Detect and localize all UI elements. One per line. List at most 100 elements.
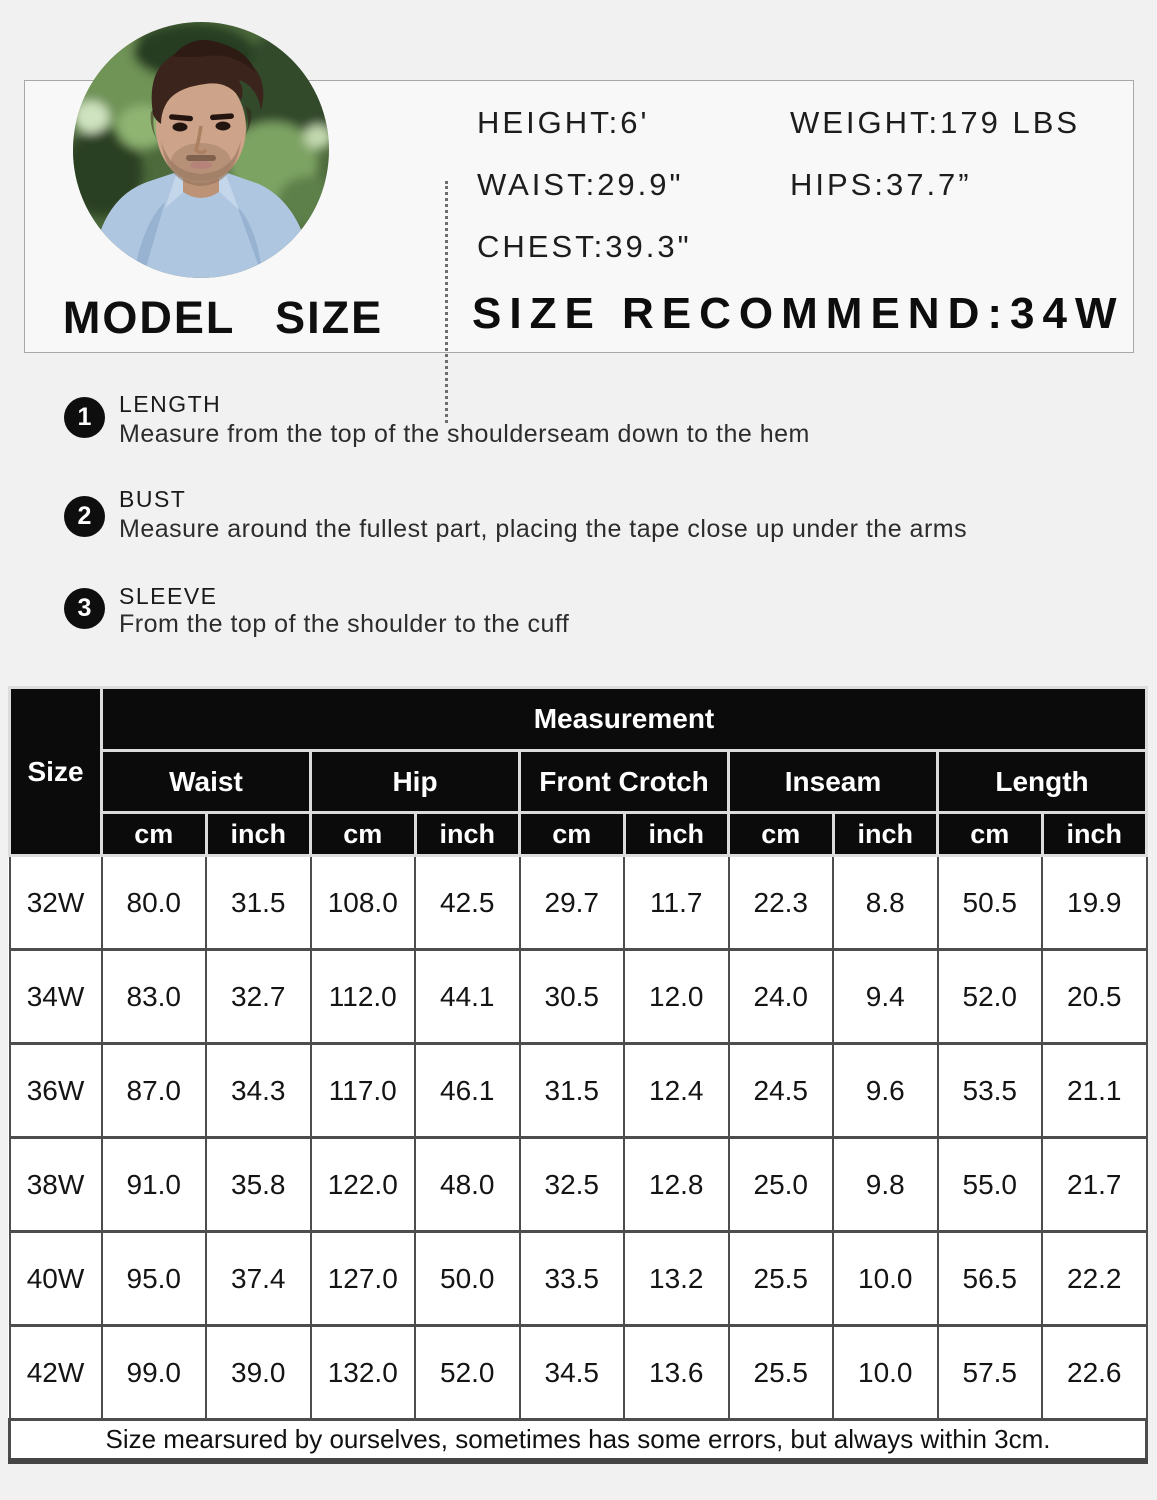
instruction-1-description: Measure from the top of the shoulderseam… (119, 420, 810, 448)
table-row: 34W 83.0 32.7 112.0 44.1 30.5 12.0 24.0 … (8, 948, 1148, 1045)
instruction-3-title: SLEEVE (119, 583, 218, 609)
value-cell: 50.0 (414, 1230, 521, 1327)
value-cell: 87.0 (100, 1042, 207, 1139)
value-cell: 48.0 (414, 1136, 521, 1233)
instruction-2-number-badge: 2 (64, 496, 105, 537)
value-cell: 32.7 (205, 948, 312, 1045)
value-cell: 22.6 (1041, 1324, 1148, 1421)
model-size-title: MODEL SIZE (62, 292, 384, 343)
value-cell: 24.0 (727, 948, 834, 1045)
header-waist: Waist (100, 749, 312, 814)
instruction-3-description: From the top of the shoulder to the cuff (119, 610, 570, 638)
unit-inch: inch (1040, 811, 1148, 857)
value-cell: 30.5 (518, 948, 625, 1045)
header-hip: Hip (309, 749, 521, 814)
unit-inch: inch (831, 811, 939, 857)
model-photo-illustration (73, 22, 329, 278)
instruction-2-description: Measure around the fullest part, placing… (119, 515, 968, 543)
value-cell: 9.4 (832, 948, 939, 1045)
table-header-row-measurement: Size Measurement (8, 686, 1148, 857)
value-cell: 11.7 (623, 854, 730, 951)
value-cell: 42.5 (414, 854, 521, 951)
unit-inch: inch (413, 811, 521, 857)
value-cell: 35.8 (205, 1136, 312, 1233)
size-recommend: SIZE RECOMMEND:34W (472, 289, 1125, 338)
value-cell: 132.0 (309, 1324, 416, 1421)
value-cell: 108.0 (309, 854, 416, 951)
value-cell: 19.9 (1041, 854, 1148, 951)
value-cell: 91.0 (100, 1136, 207, 1233)
dotted-divider (445, 181, 448, 423)
size-cell: 36W (8, 1042, 103, 1139)
value-cell: 52.0 (414, 1324, 521, 1421)
value-cell: 52.0 (936, 948, 1043, 1045)
value-cell: 50.5 (936, 854, 1043, 951)
size-cell: 40W (8, 1230, 103, 1327)
value-cell: 34.3 (205, 1042, 312, 1139)
value-cell: 34.5 (518, 1324, 625, 1421)
value-cell: 37.4 (205, 1230, 312, 1327)
value-cell: 25.5 (727, 1324, 834, 1421)
unit-cm: cm (518, 811, 626, 857)
value-cell: 31.5 (205, 854, 312, 951)
value-cell: 20.5 (1041, 948, 1148, 1045)
value-cell: 55.0 (936, 1136, 1043, 1233)
header-length: Length (936, 749, 1148, 814)
model-photo (73, 22, 329, 278)
value-cell: 112.0 (309, 948, 416, 1045)
value-cell: 31.5 (518, 1042, 625, 1139)
unit-inch: inch (622, 811, 730, 857)
stat-weight: WEIGHT:179 LBS (790, 105, 1081, 140)
instruction-1-number-badge: 1 (64, 397, 105, 438)
value-cell: 10.0 (832, 1324, 939, 1421)
value-cell: 13.2 (623, 1230, 730, 1327)
value-cell: 57.5 (936, 1324, 1043, 1421)
value-cell: 21.7 (1041, 1136, 1148, 1233)
value-cell: 80.0 (100, 854, 207, 951)
value-cell: 9.6 (832, 1042, 939, 1139)
instruction-3-number-badge: 3 (64, 588, 105, 629)
table-row: 32W 80.0 31.5 108.0 42.5 29.7 11.7 22.3 … (8, 854, 1148, 951)
header-size: Size (8, 686, 103, 857)
value-cell: 12.0 (623, 948, 730, 1045)
value-cell: 25.5 (727, 1230, 834, 1327)
header-inseam: Inseam (727, 749, 939, 814)
value-cell: 24.5 (727, 1042, 834, 1139)
value-cell: 13.6 (623, 1324, 730, 1421)
header-measurement: Measurement (100, 686, 1148, 752)
value-cell: 44.1 (414, 948, 521, 1045)
table-row: 36W 87.0 34.3 117.0 46.1 31.5 12.4 24.5 … (8, 1042, 1148, 1139)
value-cell: 99.0 (100, 1324, 207, 1421)
size-cell: 32W (8, 854, 103, 951)
value-cell: 9.8 (832, 1136, 939, 1233)
value-cell: 22.2 (1041, 1230, 1148, 1327)
table-row: 40W 95.0 37.4 127.0 50.0 33.5 13.2 25.5 … (8, 1230, 1148, 1327)
size-cell: 38W (8, 1136, 103, 1233)
size-table: Size Measurement Waist Hip Front Crotch … (8, 686, 1148, 1464)
value-cell: 21.1 (1041, 1042, 1148, 1139)
value-cell: 22.3 (727, 854, 834, 951)
table-footnote-row: Size mearsured by ourselves, sometimes h… (8, 1418, 1148, 1464)
value-cell: 33.5 (518, 1230, 625, 1327)
value-cell: 53.5 (936, 1042, 1043, 1139)
value-cell: 25.0 (727, 1136, 834, 1233)
value-cell: 46.1 (414, 1042, 521, 1139)
value-cell: 29.7 (518, 854, 625, 951)
unit-cm: cm (309, 811, 417, 857)
table-row: 38W 91.0 35.8 122.0 48.0 32.5 12.8 25.0 … (8, 1136, 1148, 1233)
value-cell: 122.0 (309, 1136, 416, 1233)
unit-cm: cm (936, 811, 1044, 857)
table-header-row-units: cm inch cm inch cm inch cm inch cm inch (10, 811, 1148, 857)
stat-waist: WAIST:29.9" (477, 167, 684, 202)
value-cell: 8.8 (832, 854, 939, 951)
value-cell: 12.4 (623, 1042, 730, 1139)
stat-hips: HIPS:37.7” (790, 167, 972, 202)
value-cell: 39.0 (205, 1324, 312, 1421)
value-cell: 32.5 (518, 1136, 625, 1233)
unit-cm: cm (727, 811, 835, 857)
unit-inch: inch (204, 811, 312, 857)
instruction-1-title: LENGTH (119, 391, 222, 417)
table-header-row-groups: Waist Hip Front Crotch Inseam Length (10, 749, 1148, 814)
stat-height: HEIGHT:6' (477, 105, 650, 140)
